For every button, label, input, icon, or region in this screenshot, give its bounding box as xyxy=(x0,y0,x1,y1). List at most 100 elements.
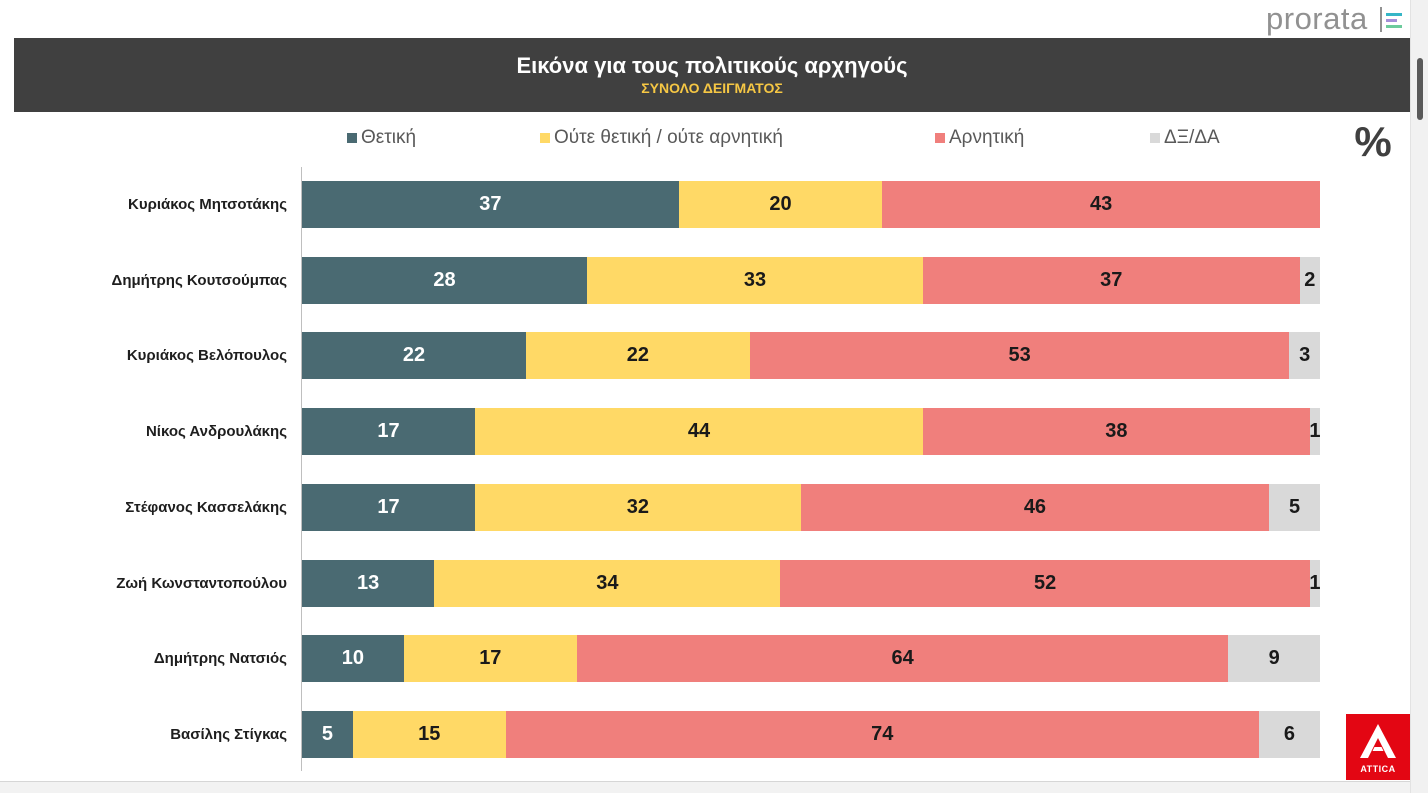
data-label: 22 xyxy=(402,344,426,367)
bar-segment-negative: 74 xyxy=(505,710,1259,758)
legend-marker-negative xyxy=(935,133,945,143)
legend-marker-positive xyxy=(347,133,357,143)
stacked-bar-plot: Κυριάκος Μητσοτάκης 37 20 43 Δημήτρης Κουτσο… xyxy=(111,167,1321,771)
bar-segment-negative: 52 xyxy=(780,559,1310,607)
scrollbar-thumb[interactable] xyxy=(1417,58,1423,120)
vertical-scrollbar[interactable] xyxy=(1410,0,1428,793)
legend-label: Θετική xyxy=(361,127,417,148)
bar-segment-positive: 13 xyxy=(302,559,435,607)
data-label: 13 xyxy=(357,571,380,594)
bar-segment-positive: 37 xyxy=(302,181,679,228)
bar-segment-dk-na: 6 xyxy=(1258,710,1320,758)
chart-subtitle: ΣΥΝΟΛΟ ΔΕΙΓΜΑΤΟΣ xyxy=(641,80,783,96)
legend-label: ΔΞ/ΔΑ xyxy=(1164,127,1220,148)
legend-marker-dk-na xyxy=(1150,133,1160,143)
data-label: 33 xyxy=(743,268,767,291)
data-label: 2 xyxy=(1304,268,1316,291)
data-label: 44 xyxy=(687,420,711,443)
legend-item-dk-na: ΔΞ/ΔΑ xyxy=(1150,127,1220,149)
data-label: 10 xyxy=(341,647,365,670)
bar-segment-dk-na: 1 xyxy=(1309,408,1321,456)
bar-segment-neutral: 20 xyxy=(678,181,883,228)
legend-item-neutral: Ούτε θετική / ούτε αρνητική xyxy=(540,127,783,149)
legend-label: Ούτε θετική / ούτε αρνητική xyxy=(554,127,783,148)
bar-segment-positive: 5 xyxy=(302,710,353,758)
category-label: Δημήτρης Κουτσούμπας xyxy=(111,271,287,289)
category-axis-line xyxy=(301,167,302,771)
bar-segment-positive: 28 xyxy=(302,256,588,304)
data-label: 53 xyxy=(1008,344,1031,367)
category-label: Ζωή Κωνσταντοπούλου xyxy=(116,574,287,592)
bar-segment-dk-na: 5 xyxy=(1269,483,1320,531)
percent-unit-label: % xyxy=(1354,118,1392,165)
data-label: 22 xyxy=(626,344,650,367)
data-label: 52 xyxy=(1034,571,1057,594)
data-label: 32 xyxy=(626,495,650,518)
legend-item-negative: Αρνητική xyxy=(935,127,1024,149)
bar-segment-negative: 37 xyxy=(922,256,1300,304)
data-label: 37 xyxy=(479,193,502,215)
category-label: Δημήτρης Νατσιός xyxy=(153,650,287,668)
page-bottom-edge xyxy=(0,781,1410,793)
legend-marker-neutral xyxy=(540,133,550,143)
logo-stripe xyxy=(1386,19,1397,22)
logo-divider xyxy=(1380,7,1382,32)
bar-segment-neutral: 34 xyxy=(434,559,781,607)
category-label: Στέφανος Κασσελάκης xyxy=(125,498,287,516)
bar-segment-neutral: 32 xyxy=(475,483,801,531)
data-label: 37 xyxy=(1100,268,1123,291)
bar-segment-negative: 38 xyxy=(922,408,1310,456)
bar-segment-dk-na: 1 xyxy=(1309,559,1321,607)
bar-segment-neutral: 44 xyxy=(475,408,923,456)
chart-title: Εικόνα για τους πολιτικούς αρχηγούς xyxy=(516,53,908,78)
data-label: 46 xyxy=(1023,495,1047,518)
data-label: 28 xyxy=(433,268,456,291)
bar-segment-dk-na: 9 xyxy=(1228,635,1320,683)
data-label: 6 xyxy=(1283,722,1295,745)
legend-item-positive: Θετική xyxy=(347,127,416,149)
data-label: 1 xyxy=(1309,571,1321,594)
data-label: 5 xyxy=(321,722,333,745)
data-label: 17 xyxy=(377,495,400,518)
bar-segment-positive: 10 xyxy=(302,635,404,683)
bar-segment-negative: 64 xyxy=(576,635,1229,683)
data-label: 1 xyxy=(1309,420,1321,443)
prorata-logo-text: prorata xyxy=(1266,1,1368,36)
category-label: Κυριάκος Μητσοτάκης xyxy=(128,196,287,213)
bar-segment-negative: 43 xyxy=(882,181,1320,228)
data-label: 17 xyxy=(377,420,400,443)
bar-segment-dk-na: 2 xyxy=(1299,256,1320,304)
bar-segment-negative: 46 xyxy=(800,483,1270,531)
bar-segment-dk-na: 3 xyxy=(1289,332,1320,380)
bar-segment-positive: 22 xyxy=(302,332,526,380)
attica-logo: ATTICA xyxy=(1346,714,1410,780)
bar-segment-positive: 17 xyxy=(302,483,476,531)
chart-header: Εικόνα για τους πολιτικούς αρχηγούς ΣΥΝΟ… xyxy=(14,38,1410,112)
data-label: 43 xyxy=(1089,193,1113,215)
logo-stripe xyxy=(1386,25,1402,28)
attica-logo-mark xyxy=(1360,724,1396,758)
bar-segment-positive: 17 xyxy=(302,408,476,456)
data-label: 17 xyxy=(479,647,502,670)
data-label: 20 xyxy=(769,193,792,215)
attica-logo-text: ATTICA xyxy=(1360,764,1396,774)
data-label: 15 xyxy=(418,722,441,745)
data-label: 38 xyxy=(1105,420,1128,443)
data-label: 5 xyxy=(1288,495,1301,518)
bar-segment-neutral: 17 xyxy=(403,635,577,683)
category-label: Κυριάκος Βελόπουλος xyxy=(126,347,287,365)
bar-segment-negative: 53 xyxy=(749,332,1290,380)
legend-label: Αρνητική xyxy=(949,127,1025,148)
logo-stripe xyxy=(1386,13,1402,16)
prorata-logo-mark xyxy=(1380,7,1404,33)
category-label: Νίκος Ανδρουλάκης xyxy=(145,423,287,441)
chart-page: prorata Εικόνα για τους πολιτικούς αρχηγ… xyxy=(14,1,1410,780)
data-label: 9 xyxy=(1268,647,1280,670)
bar-segment-neutral: 33 xyxy=(587,256,923,304)
category-label: Βασίλης Στίγκας xyxy=(170,725,287,743)
data-label: 64 xyxy=(891,647,914,670)
bar-segment-neutral: 22 xyxy=(525,332,750,380)
data-label: 74 xyxy=(871,722,894,745)
bar-segment-neutral: 15 xyxy=(352,710,506,758)
data-label: 34 xyxy=(596,571,619,594)
